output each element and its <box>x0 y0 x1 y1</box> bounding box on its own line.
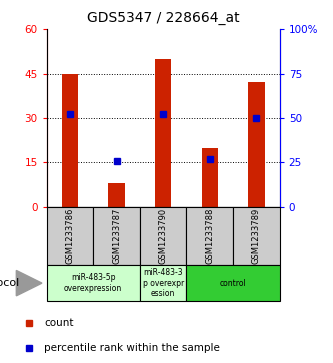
Text: GSM1233786: GSM1233786 <box>65 208 75 264</box>
Bar <box>155 59 171 207</box>
Text: protocol: protocol <box>0 278 20 288</box>
Bar <box>140 265 186 301</box>
Text: percentile rank within the sample: percentile rank within the sample <box>44 343 220 353</box>
Text: miR-483-5p
overexpression: miR-483-5p overexpression <box>64 273 122 293</box>
Text: GSM1233789: GSM1233789 <box>252 208 261 264</box>
Bar <box>62 73 78 207</box>
Text: GSM1233790: GSM1233790 <box>159 208 168 264</box>
Polygon shape <box>16 270 42 296</box>
Bar <box>202 148 218 207</box>
Bar <box>93 207 140 265</box>
Text: count: count <box>44 318 74 328</box>
Bar <box>248 82 264 207</box>
Text: GSM1233787: GSM1233787 <box>112 208 121 264</box>
Bar <box>186 207 233 265</box>
Bar <box>186 265 280 301</box>
Text: GSM1233788: GSM1233788 <box>205 208 214 264</box>
Title: GDS5347 / 228664_at: GDS5347 / 228664_at <box>87 11 239 25</box>
Text: miR-483-3
p overexpr
ession: miR-483-3 p overexpr ession <box>143 268 184 298</box>
Text: control: control <box>220 279 246 287</box>
Bar <box>47 265 140 301</box>
Bar <box>140 207 186 265</box>
Bar <box>109 183 125 207</box>
Bar <box>47 207 93 265</box>
Bar <box>233 207 280 265</box>
